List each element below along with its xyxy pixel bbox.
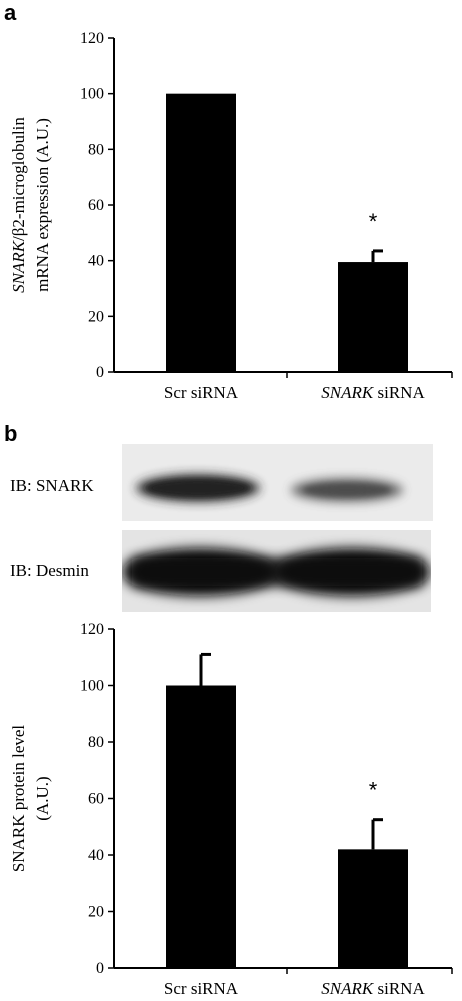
- y-tick-label: 120: [80, 621, 104, 638]
- y-axis-label-line-2: mRNA expression (A.U.): [33, 118, 52, 292]
- y-axis-label-line-2: (A.U.): [33, 776, 52, 820]
- y-tick-label: 100: [80, 86, 104, 103]
- y-tick-label: 80: [88, 734, 104, 751]
- bar-scr-sirna: [166, 93, 236, 373]
- y-tick-label: 60: [88, 197, 104, 214]
- y-tick-label: 20: [88, 904, 104, 921]
- bar-scr-sirna: [166, 685, 236, 968]
- y-tick-label: 40: [88, 847, 104, 864]
- significance-marker: *: [369, 778, 378, 803]
- bar-snark-sirna: [338, 849, 408, 968]
- y-axis-label-line-1: SNARK/β2-microglobulin: [9, 117, 28, 293]
- significance-marker: *: [369, 209, 378, 234]
- y-tick-label: 100: [80, 678, 104, 695]
- y-tick-label: 120: [80, 30, 104, 47]
- y-tick-label: 0: [96, 364, 104, 381]
- category-label-scr-sirna: Scr siRNA: [164, 979, 239, 998]
- blot-image-snark: [122, 444, 433, 521]
- blot-label-snark: IB: SNARK: [10, 476, 94, 495]
- y-axis-label-line-1: SNARK protein level: [9, 725, 28, 873]
- category-label-snark-sirna: SNARK siRNA: [321, 383, 425, 402]
- chart-a-mrna-expression: 0 20 40 60 80 100 120 Scr siRNA * SNARK siRNA SNAR…: [9, 30, 453, 402]
- bar-snark-sirna: [338, 262, 408, 372]
- blot-image-desmin: [122, 530, 431, 612]
- y-tick-label: 80: [88, 141, 104, 158]
- blot-label-desmin: IB: Desmin: [10, 561, 89, 580]
- y-tick-label: 60: [88, 791, 104, 808]
- y-tick-label: 0: [96, 960, 104, 977]
- panel-letter-a: a: [4, 0, 17, 25]
- y-tick-label: 20: [88, 308, 104, 325]
- category-label-snark-sirna: SNARK siRNA: [321, 979, 425, 998]
- panel-letter-b: b: [4, 421, 18, 446]
- y-tick-label: 40: [88, 253, 104, 270]
- category-label-scr-sirna: Scr siRNA: [164, 383, 239, 402]
